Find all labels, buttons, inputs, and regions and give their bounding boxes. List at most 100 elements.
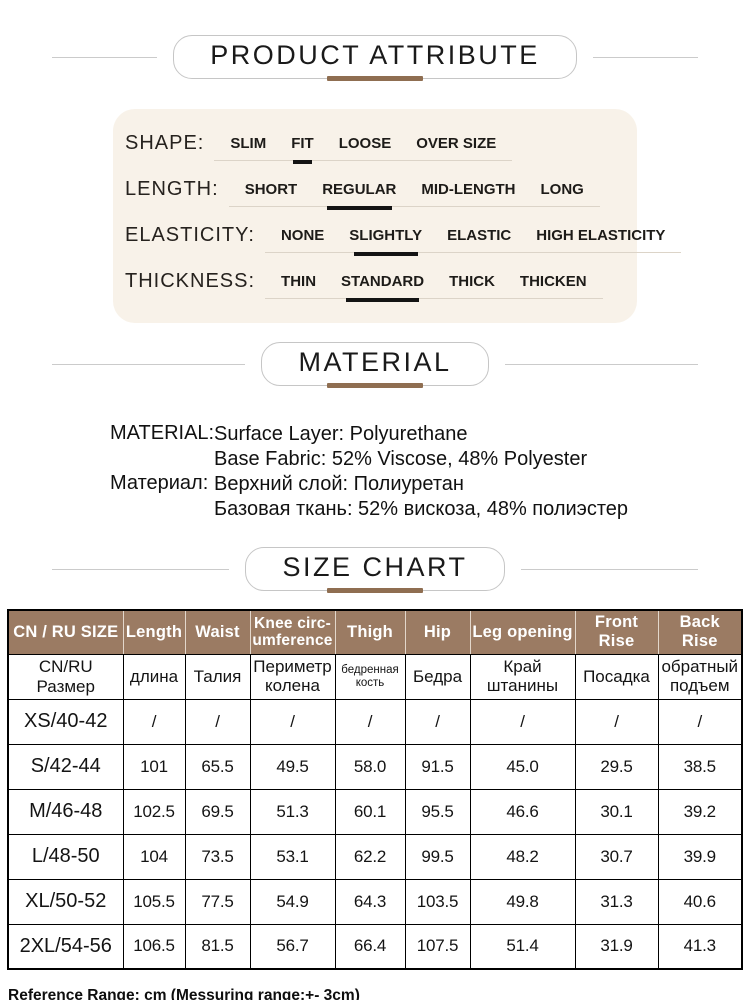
shape-label: SHAPE:	[125, 132, 205, 154]
cell-knee: 56.7	[249, 923, 336, 970]
accent-bar	[327, 383, 423, 388]
cell-thigh: 58.0	[334, 743, 406, 790]
length-option-midlength: MID-LENGTH	[421, 181, 516, 198]
table-row-m: M/46-48 102.5 69.5 51.3 60.1 95.5 46.6 3…	[7, 788, 743, 835]
cell-knee: /	[249, 698, 336, 745]
cell-hip: 103.5	[404, 878, 471, 925]
size-chart-table: CN / RU SIZE Length Waist Knee circ-umfe…	[7, 609, 743, 970]
length-option-short: SHORT	[244, 181, 298, 198]
attribute-box: SHAPE: SLIM FIT LOOSE OVER SIZE LENGTH: …	[113, 109, 682, 323]
shape-option-oversize: OVER SIZE	[416, 135, 497, 152]
cell-length: 106.5	[122, 923, 186, 970]
col-header-ru-waist: Талия	[184, 653, 251, 700]
cell-hip: /	[404, 698, 471, 745]
material-ru-label: Материал:	[110, 472, 209, 494]
thickness-option-thicken: THICKEN	[519, 273, 587, 290]
elasticity-label: ELASTICITY:	[125, 224, 255, 246]
length-options: SHORT REGULAR MID-LENGTH LONG	[228, 177, 600, 210]
cell-front-rise: 30.1	[574, 788, 659, 835]
elasticity-option-none: NONE	[280, 227, 325, 244]
elasticity-option-high: HIGH ELASTICITY	[536, 227, 666, 244]
table-row-xs: XS/40-42 / / / / / / / /	[7, 698, 743, 745]
cell-knee: 53.1	[249, 833, 336, 880]
cell-waist: 69.5	[184, 788, 251, 835]
thickness-options: THIN STANDARD THICK THICKEN	[265, 269, 603, 302]
thickness-label: THICKNESS:	[125, 270, 256, 292]
measurement-notes: Reference Range: cm (Messuring range:+- …	[8, 987, 750, 1000]
size-label: XS/40-42	[7, 698, 124, 745]
material-ru-row: Материал: Верхний слой: Полиуретан Базов…	[110, 472, 750, 522]
material-ru-line-1: Верхний слой: Полиуретан	[214, 473, 464, 495]
shape-option-loose: LOOSE	[338, 135, 392, 152]
cell-back-rise: 39.2	[657, 788, 743, 835]
cell-length: 105.5	[122, 878, 186, 925]
size-chart-title: SIZE CHART	[282, 552, 468, 582]
size-label: S/42-44	[7, 743, 124, 790]
cell-thigh: 60.1	[334, 788, 406, 835]
cell-leg-opening: 46.6	[469, 788, 576, 835]
attribute-row-elasticity: ELASTICITY: NONE SLIGHTLY ELASTIC HIGH E…	[125, 223, 682, 256]
cell-leg-opening: 49.8	[469, 878, 576, 925]
col-header-thigh: Thigh	[334, 610, 406, 655]
cell-knee: 54.9	[249, 878, 336, 925]
cell-thigh: /	[334, 698, 406, 745]
thickness-option-thick: THICK	[449, 273, 495, 290]
table-row-s: S/42-44 101 65.5 49.5 58.0 91.5 45.0 29.…	[7, 743, 743, 790]
measurement-note-en: Reference Range: cm (Messuring range:+- …	[8, 987, 360, 1000]
cell-length: 102.5	[122, 788, 186, 835]
cell-length: /	[122, 698, 186, 745]
divider-line-left	[52, 568, 230, 570]
col-header-length: Length	[122, 610, 186, 655]
attribute-row-shape: SHAPE: SLIM FIT LOOSE OVER SIZE	[125, 131, 637, 164]
col-header-ru-leg-opening: Край штанины	[469, 653, 576, 700]
col-header-ru-size: CN/RU Размер	[7, 653, 124, 700]
col-header-front-rise: Front Rise	[574, 610, 659, 655]
product-attribute-section-header: PRODUCT ATTRIBUTE	[0, 35, 750, 81]
cell-knee: 49.5	[249, 743, 336, 790]
material-ru-line-2: Базовая ткань: 52% вискоза, 48% полиэсте…	[214, 498, 629, 520]
length-option-regular-selected: REGULAR	[322, 181, 397, 210]
elasticity-options: NONE SLIGHTLY ELASTIC HIGH ELASTICITY	[264, 223, 682, 256]
col-header-ru-knee: Периметр колена	[249, 653, 336, 700]
cell-back-rise: 39.9	[657, 833, 743, 880]
cell-front-rise: 30.7	[574, 833, 659, 880]
accent-bar	[327, 588, 423, 593]
cell-hip: 91.5	[404, 743, 471, 790]
material-section-header: MATERIAL	[0, 342, 750, 388]
elasticity-option-elastic: ELASTIC	[447, 227, 512, 244]
cell-hip: 95.5	[404, 788, 471, 835]
cell-waist: 73.5	[184, 833, 251, 880]
accent-bar	[327, 76, 423, 81]
shape-option-fit-selected: FIT	[291, 135, 314, 164]
cell-thigh: 64.3	[334, 878, 406, 925]
table-row-l: L/48-50 104 73.5 53.1 62.2 99.5 48.2 30.…	[7, 833, 743, 880]
shape-option-slim: SLIM	[230, 135, 267, 152]
table-header-row-ru: CN/RU Размер длина Талия Периметр колена …	[7, 653, 743, 700]
material-en-label: MATERIAL:	[110, 422, 215, 444]
cell-front-rise: 31.3	[574, 878, 659, 925]
size-label: XL/50-52	[7, 878, 124, 925]
cell-waist: 81.5	[184, 923, 251, 970]
col-header-ru-back-rise: обратный подъем	[657, 653, 743, 700]
material-en-line-2: Base Fabric: 52% Viscose, 48% Polyester	[214, 448, 588, 470]
cell-front-rise: 31.9	[574, 923, 659, 970]
col-header-ru-hip: Бедра	[404, 653, 471, 700]
material-title-pill: MATERIAL	[261, 342, 489, 388]
material-ru-lines: Верхний слой: Полиуретан Базовая ткань: …	[214, 472, 628, 522]
length-option-long: LONG	[540, 181, 584, 198]
size-label: 2XL/54-56	[7, 923, 124, 970]
col-header-size: CN / RU SIZE	[7, 610, 124, 655]
material-title: MATERIAL	[298, 347, 452, 377]
col-header-ru-front-rise: Посадка	[574, 653, 659, 700]
col-header-hip: Hip	[404, 610, 471, 655]
size-chart-section-header: SIZE CHART	[0, 547, 750, 593]
cell-leg-opening: /	[469, 698, 576, 745]
material-en-line-1: Surface Layer: Polyurethane	[214, 423, 468, 445]
length-label: LENGTH:	[125, 178, 219, 200]
cell-hip: 107.5	[404, 923, 471, 970]
elasticity-option-slightly-selected: SLIGHTLY	[349, 227, 423, 256]
product-attribute-title-pill: PRODUCT ATTRIBUTE	[173, 35, 577, 81]
product-attribute-title: PRODUCT ATTRIBUTE	[210, 40, 540, 70]
cell-waist: /	[184, 698, 251, 745]
